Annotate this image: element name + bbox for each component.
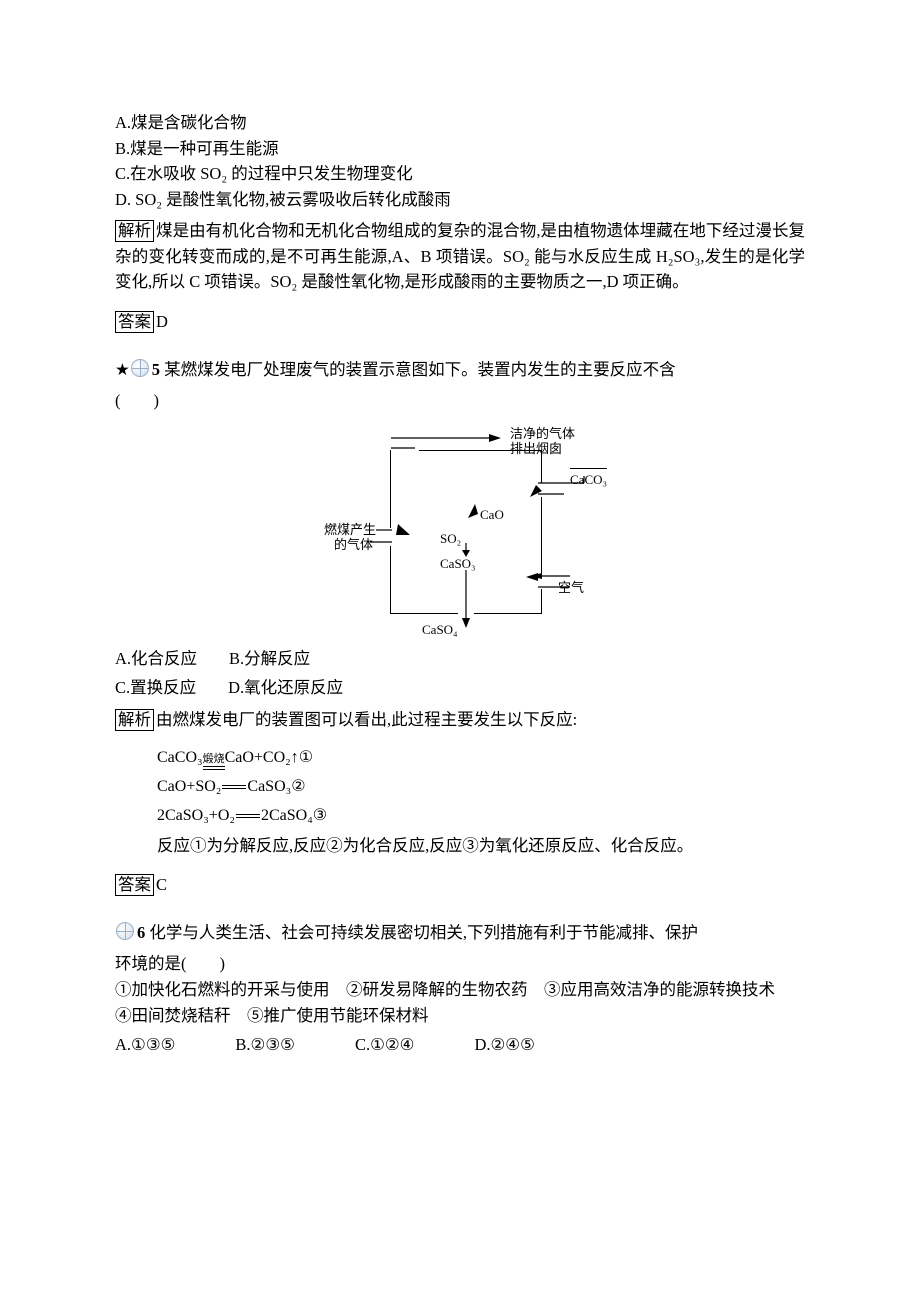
q5-diagram: 洁净的气体 排出烟囱 CaCO₃ CaO 燃煤产生 的气体 (115, 420, 805, 638)
q5-option-b: B.分解反应 (229, 646, 310, 672)
q5-answer-line: 答案C (115, 872, 805, 898)
q6-option-c: C.①②④ (355, 1032, 415, 1058)
q5-options-row-2: C.置换反应 D.氧化还原反应 (115, 675, 805, 701)
lbl-so2: SO₂ (440, 529, 461, 549)
q5-analysis-tail: 反应①为分解反应,反应②为化合反应,反应③为氧化还原反应、化合反应。 (157, 833, 805, 859)
q5-analysis-lead: 由燃煤发电厂的装置图可以看出,此过程主要发生以下反应: (156, 710, 577, 729)
eq1-lhs: CaCO₃ (157, 749, 203, 766)
q4-option-d: D. SO₂ 是酸性氧化物,被云雾吸收后转化成酸雨 (115, 187, 805, 213)
lbl-caco3: CaCO₃ (570, 468, 607, 490)
q5-option-d: D.氧化还原反应 (228, 675, 343, 701)
lbl-coal-2: 的气体 (334, 535, 373, 555)
eq1-rhs: CaO+CO₂↑① (225, 749, 314, 766)
q4-option-b: B.煤是一种可再生能源 (115, 136, 805, 162)
q5-options-row-1: A.化合反应 B.分解反应 (115, 646, 805, 672)
q5-analysis: 解析由燃煤发电厂的装置图可以看出,此过程主要发生以下反应: (115, 707, 805, 733)
lbl-air: 空气 (558, 578, 584, 598)
q5-equations: CaCO₃煅烧CaO+CO₂↑① CaO+SO₂ CaSO₃② 2CaSO₃+O₂… (157, 746, 805, 858)
q5-answer: C (156, 875, 167, 894)
eq1-cond: 煅烧 (203, 754, 225, 765)
page: A.煤是含碳化合物 B.煤是一种可再生能源 C.在水吸收 SO₂ 的过程中只发生… (0, 0, 920, 1158)
lbl-clean-gas-2: 排出烟囱 (510, 439, 562, 459)
q4-answer: D (156, 312, 168, 331)
q5-paren: ( ) (115, 388, 805, 414)
arrow-cao-down (465, 502, 479, 522)
lbl-caso4: CaSO₄ (422, 620, 458, 640)
q6-stem: 6 化学与人类生活、社会可持续发展密切相关,下列措施有利于节能减排、保护 (115, 920, 805, 946)
arrow-caso4-down (460, 570, 472, 630)
globe-icon-2 (116, 922, 134, 940)
arrow-air-head (524, 570, 544, 584)
q4-answer-line: 答案D (115, 309, 805, 335)
eq3: 2CaSO₃+O₂ 2CaSO₄③ (157, 804, 805, 829)
eq3-bar (236, 814, 260, 818)
q6-option-b: B.②③⑤ (235, 1032, 295, 1058)
analysis-label: 解析 (115, 220, 154, 242)
q6-stem-l2: 环境的是( ) (115, 951, 805, 977)
q5-stem: ★ 5 某燃煤发电厂处理废气的装置示意图如下。装置内发生的主要反应不含 (115, 357, 805, 383)
eq3-rhs: 2CaSO₄③ (261, 807, 327, 824)
eq2-lhs: CaO+SO₂ (157, 778, 221, 795)
eq3-lhs: 2CaSO₃+O₂ (157, 807, 235, 824)
lbl-cao: CaO (480, 505, 504, 525)
q6-stem-l1: 化学与人类生活、社会可持续发展密切相关,下列措施有利于节能减排、保护 (149, 923, 698, 942)
arrow-top-out (391, 430, 511, 452)
eq2-rhs: CaSO₃② (247, 778, 305, 795)
diagram-canvas: 洁净的气体 排出烟囱 CaCO₃ CaO 燃煤产生 的气体 (310, 420, 610, 638)
q5-option-c: C.置换反应 (115, 675, 196, 701)
q4-option-c: C.在水吸收 SO₂ 的过程中只发生物理变化 (115, 161, 805, 187)
answer-label-2: 答案 (115, 874, 154, 896)
q4-option-a: A.煤是含碳化合物 (115, 110, 805, 136)
answer-label: 答案 (115, 311, 154, 333)
q5-stem-text: 某燃煤发电厂处理废气的装置示意图如下。装置内发生的主要反应不含 (164, 360, 676, 379)
q6-option-d: D.②④⑤ (474, 1032, 534, 1058)
eq2: CaO+SO₂ CaSO₃② (157, 775, 805, 800)
q4-analysis-text: 煤是由有机化合物和无机化合物组成的复杂的混合物,是由植物遗体埋藏在地下经过漫长复… (115, 221, 805, 291)
q4-analysis: 解析煤是由有机化合物和无机化合物组成的复杂的混合物,是由植物遗体埋藏在地下经过漫… (115, 218, 805, 295)
eq1-arrow: 煅烧 (203, 754, 225, 771)
q6-items-l2: ④田间焚烧秸秆 ⑤推广使用节能环保材料 (115, 1003, 805, 1029)
q6-number: 6 (137, 923, 145, 942)
analysis-label-2: 解析 (115, 709, 154, 731)
q5-option-a: A.化合反应 (115, 646, 197, 672)
arrow-coal-in (370, 524, 420, 550)
globe-icon (131, 359, 149, 377)
eq1: CaCO₃煅烧CaO+CO₂↑① (157, 746, 805, 771)
q6-option-a: A.①③⑤ (115, 1032, 175, 1058)
q6-options: A.①③⑤ B.②③⑤ C.①②④ D.②④⑤ (115, 1032, 805, 1058)
q5-number: 5 (152, 360, 160, 379)
star-icon: ★ (115, 360, 130, 379)
q6-items-l1: ①加快化石燃料的开采与使用 ②研发易降解的生物农药 ③应用高效洁净的能源转换技术 (115, 977, 805, 1003)
eq2-bar (222, 785, 246, 789)
